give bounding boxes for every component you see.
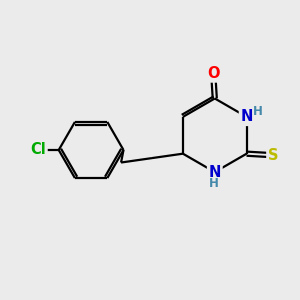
Text: N: N xyxy=(241,110,253,124)
Text: O: O xyxy=(207,66,220,81)
Text: N: N xyxy=(208,165,221,180)
Text: Cl: Cl xyxy=(30,142,46,158)
Text: H: H xyxy=(209,177,219,190)
Text: H: H xyxy=(253,105,263,118)
Text: S: S xyxy=(268,148,278,163)
